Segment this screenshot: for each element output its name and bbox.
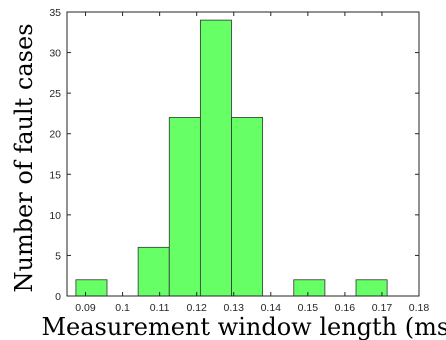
histogram-bar [199,19,232,297]
x-tick-label: 0.17 [372,302,393,314]
x-tick-label: 0.12 [186,302,207,314]
x-tick-label: 0.11 [150,302,170,314]
histogram-bar [293,279,326,297]
x-tick-label: 0.13 [224,302,245,314]
y-axis-ticks: 0 5 10 15 20 25 30 35 [49,7,419,303]
y-tick-label: 5 [55,250,61,262]
y-tick-label: 35 [49,7,61,19]
x-axis-title: Measurement window length (ms) [41,313,446,340]
x-axis-ticks: 0.09 0.1 0.11 0.12 0.13 0.14 0.15 0.16 0.17 0.18 [75,12,429,314]
histogram-bar [231,117,264,297]
y-tick-label: 0 [55,291,61,303]
x-tick-label: 0.09 [75,302,96,314]
histogram-bars [75,19,388,297]
x-tick-label: 0.1 [115,302,130,314]
y-tick-label: 20 [49,129,61,141]
y-tick-label: 30 [49,48,61,60]
y-axis-title: Number of fault cases [10,23,38,292]
plot-frame [66,11,420,297]
histogram-bar [168,117,201,297]
y-tick-label: 15 [49,169,61,181]
x-tick-label: 0.16 [335,302,356,314]
histogram-bar [355,279,388,297]
y-tick-label: 10 [49,210,61,222]
histogram-bar [75,279,108,297]
x-tick-label: 0.18 [409,302,430,314]
x-tick-label: 0.14 [261,302,282,314]
x-tick-label: 0.15 [298,302,319,314]
y-tick-label: 25 [49,88,61,100]
histogram-bar [137,246,170,297]
